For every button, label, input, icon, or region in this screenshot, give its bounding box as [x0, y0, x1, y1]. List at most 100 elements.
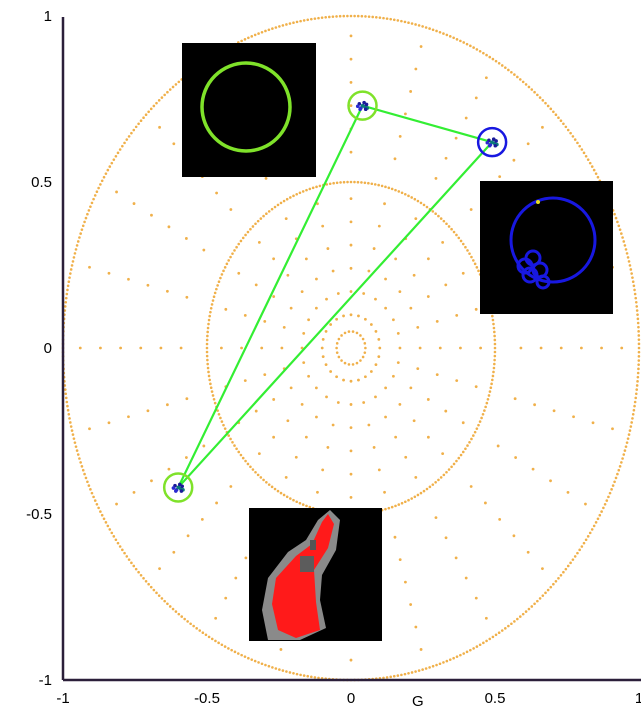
grid-ring-dot	[382, 16, 385, 20]
grid-ring-dot	[636, 380, 639, 383]
grid-ring-dot	[295, 672, 299, 676]
grid-spoke-dot	[257, 240, 261, 244]
grid-spoke-dot	[335, 317, 338, 321]
grid-ring-dot	[207, 370, 210, 374]
grid-spoke-dot	[384, 415, 387, 419]
grid-ring-dot	[464, 245, 467, 249]
grid-ring-dot	[387, 506, 391, 510]
grid-ring-dot	[65, 292, 69, 296]
cluster-point	[363, 107, 368, 112]
grid-spoke-dot	[237, 271, 241, 275]
grid-ring-dot	[629, 268, 633, 271]
grid-spoke-dot	[409, 603, 413, 606]
grid-ring-dot	[610, 488, 613, 491]
grid-ring-dot	[421, 25, 424, 28]
grid-ring-dot	[403, 672, 407, 676]
grid-spoke-dot	[349, 449, 353, 453]
grid-ring-dot	[270, 207, 274, 211]
grid-ring-dot	[75, 449, 79, 452]
grid-ring-dot	[142, 576, 145, 580]
grid-ring-dot	[281, 669, 285, 672]
grid-ring-dot	[404, 192, 407, 196]
grid-ring-dot	[338, 14, 342, 18]
grid-ring-dot	[92, 197, 95, 201]
x-tick-label: -1	[56, 690, 69, 707]
grid-ring-dot	[260, 662, 264, 666]
grid-ring-dot	[212, 295, 216, 299]
grid-ring-dot	[630, 272, 633, 275]
grid-ring-dot	[439, 217, 443, 220]
grid-ring-dot	[222, 423, 225, 427]
grid-ring-dot	[500, 629, 504, 632]
grid-ring-dot	[632, 408, 636, 412]
y-tick-label: -1	[39, 672, 52, 689]
grid-ring-dot	[637, 346, 641, 350]
grid-ring-dot	[335, 351, 339, 354]
grid-ring-dot	[364, 15, 367, 18]
grid-ring-dot	[71, 433, 75, 436]
grid-spoke-dot	[378, 346, 382, 350]
cluster-point	[358, 107, 362, 112]
grid-ring-dot	[302, 674, 306, 677]
grid-spoke-dot	[383, 202, 386, 206]
grid-ring-dot	[83, 472, 86, 476]
grid-ring-dot	[163, 599, 166, 603]
grid-spoke-dot	[426, 295, 430, 298]
grid-ring-dot	[288, 671, 292, 674]
grid-spoke-dot	[455, 313, 459, 317]
grid-spoke-dot	[220, 346, 223, 350]
grid-ring-dot	[121, 144, 124, 148]
grid-spoke-dot	[240, 346, 243, 350]
grid-ring-dot	[240, 653, 243, 657]
grid-ring-dot	[217, 641, 220, 645]
grid-spoke-dot	[331, 423, 335, 427]
grid-spoke-dot	[263, 373, 267, 377]
grid-ring-dot	[89, 488, 92, 491]
grid-spoke-dot	[409, 90, 413, 93]
grid-ring-dot	[636, 321, 640, 325]
grid-ring-dot	[100, 179, 104, 183]
grid-ring-dot	[99, 510, 102, 513]
grid-ring-dot	[462, 652, 466, 655]
grid-ring-dot	[613, 212, 616, 216]
grid-ring-dot	[634, 296, 638, 300]
grid-spoke-dot	[321, 338, 325, 341]
cluster-point	[493, 143, 498, 148]
connecting-lines	[177, 104, 493, 489]
grid-ring-dot	[626, 437, 630, 440]
grid-ring-dot	[229, 437, 232, 441]
connecting-line	[177, 105, 364, 488]
grid-ring-dot	[343, 361, 347, 365]
grid-ring-dot	[637, 342, 641, 346]
grid-ring-dot	[301, 190, 305, 193]
grid-ring-dot	[613, 480, 616, 484]
grid-ring-dot	[596, 517, 600, 521]
grid-ring-dot	[71, 260, 75, 263]
grid-spoke-dot	[384, 386, 388, 390]
grid-spoke-dot	[364, 317, 367, 321]
grid-spoke-dot	[398, 346, 402, 350]
grid-ring-dot	[370, 182, 374, 186]
grid-ring-dot	[295, 500, 298, 504]
grid-ring-dot	[285, 197, 289, 201]
grid-ring-dot	[116, 541, 120, 545]
grid-spoke-dot	[320, 346, 324, 350]
grid-spoke-dot	[307, 374, 310, 378]
grid-ring-dot	[400, 501, 404, 505]
grid-ring-dot	[569, 131, 572, 135]
grid-spoke-dot	[526, 142, 530, 146]
grid-ring-dot	[68, 276, 71, 279]
grid-ring-dot	[205, 350, 209, 354]
grid-spoke-dot	[374, 395, 377, 399]
grid-spoke-dot	[541, 125, 544, 129]
grid-ring-dot	[108, 528, 112, 531]
grid-ring-dot	[207, 374, 211, 378]
grid-ring-dot	[356, 14, 360, 18]
grid-spoke-dot	[294, 455, 298, 459]
grid-spoke-dot	[326, 446, 330, 449]
grid-ring-dot	[276, 489, 280, 493]
grid-ring-dot	[425, 205, 429, 209]
grid-ring-dot	[536, 599, 539, 603]
grid-ring-dot	[216, 284, 219, 287]
